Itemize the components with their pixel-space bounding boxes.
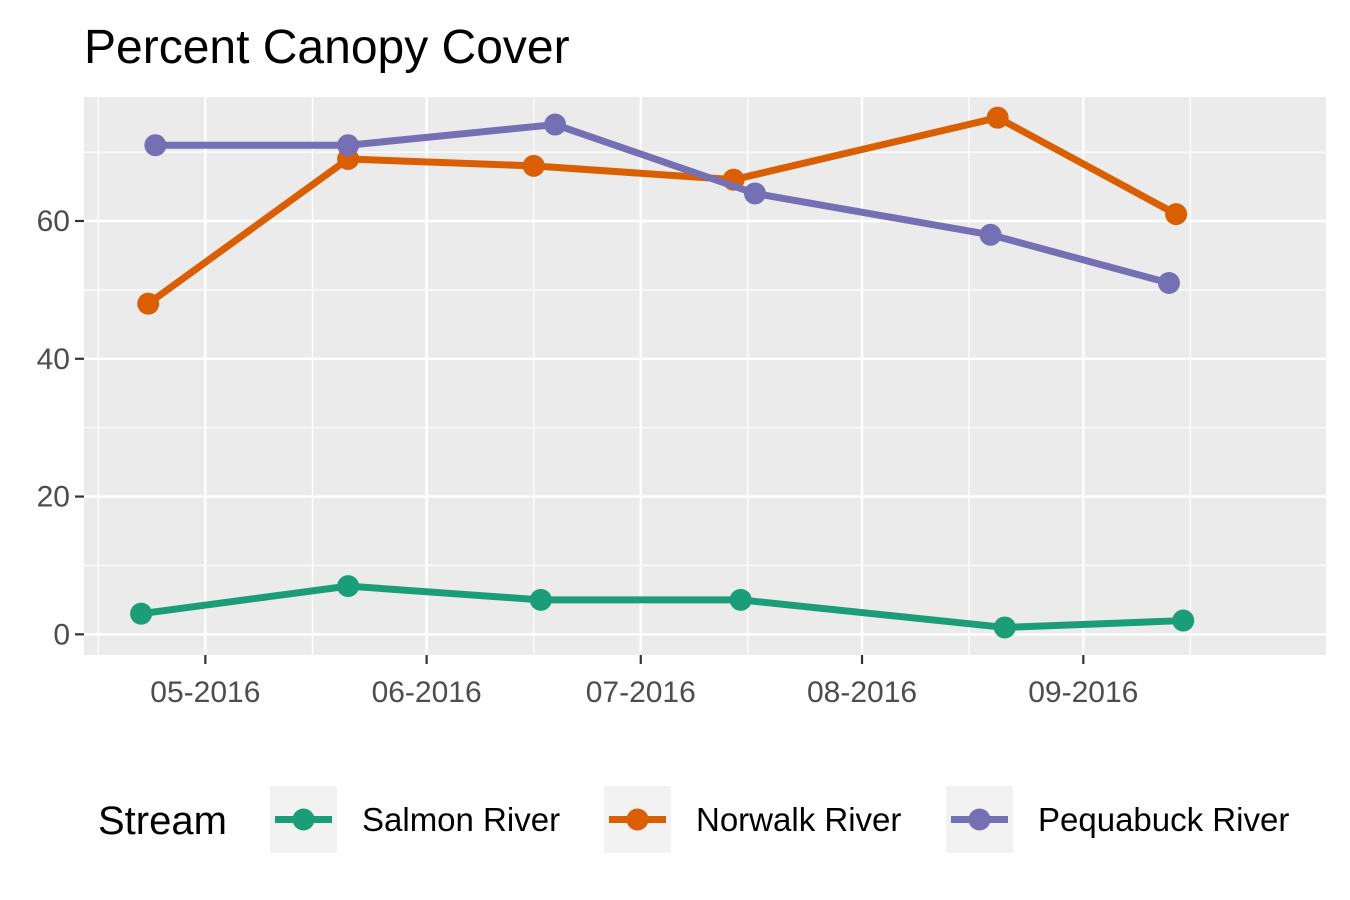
x-tick-label: 08-2016 [807,676,917,709]
data-point-salmon-river [729,588,752,611]
legend-title: Stream [98,799,227,843]
x-tick-label: 05-2016 [150,676,260,709]
y-tick-label: 0 [53,618,70,651]
legend-item-salmon-river: Salmon River [270,786,560,853]
data-point-norwalk-river [1165,203,1188,226]
data-point-pequabuck-river [337,134,360,157]
data-point-salmon-river [337,575,360,598]
data-point-norwalk-river [522,154,545,177]
legend-items: Salmon River Norwalk River Pequabuck River [270,786,1289,853]
data-point-pequabuck-river [544,113,567,136]
legend-label: Pequabuck River [1038,801,1289,838]
data-point-salmon-river [1172,609,1195,632]
legend-label: Norwalk River [696,801,901,838]
major-gridlines [84,97,1326,655]
legend: Stream Salmon River Norwalk River Pequabuc… [98,786,1289,853]
y-tick-label: 40 [37,343,70,376]
chart-title: Percent Canopy Cover [84,21,570,74]
x-tick-label: 07-2016 [586,676,696,709]
series-salmon-river [130,575,1195,639]
y-tick-label: 60 [37,205,70,238]
data-point-norwalk-river [137,292,160,315]
legend-item-norwalk-river: Norwalk River [604,786,901,853]
y-axis: 0 20 40 60 [37,205,84,651]
series-line-pequabuck-river [155,121,1170,287]
x-tick-label: 06-2016 [372,676,482,709]
series-layer [130,106,1195,639]
legend-key-point [626,808,649,831]
x-tick-label: 09-2016 [1028,676,1138,709]
legend-label: Salmon River [362,801,560,838]
series-pequabuck-river [144,113,1180,294]
series-line-salmon-river [140,582,1184,631]
plot-panel [84,97,1326,655]
data-point-salmon-river [529,588,552,611]
data-point-salmon-river [130,602,153,625]
data-point-pequabuck-river [743,182,766,205]
data-point-pequabuck-river [979,223,1002,246]
y-tick-label: 20 [37,481,70,514]
legend-item-pequabuck-river: Pequabuck River [946,786,1289,853]
x-axis: 05-2016 06-2016 07-2016 08-2016 09-2016 [150,655,1138,709]
data-point-salmon-river [993,616,1016,639]
series-line-norwalk-river [146,114,1178,307]
legend-key-point [292,808,315,831]
data-point-norwalk-river [986,106,1009,129]
legend-key-point [968,808,991,831]
data-point-pequabuck-river [144,134,167,157]
data-point-pequabuck-river [1157,272,1180,294]
